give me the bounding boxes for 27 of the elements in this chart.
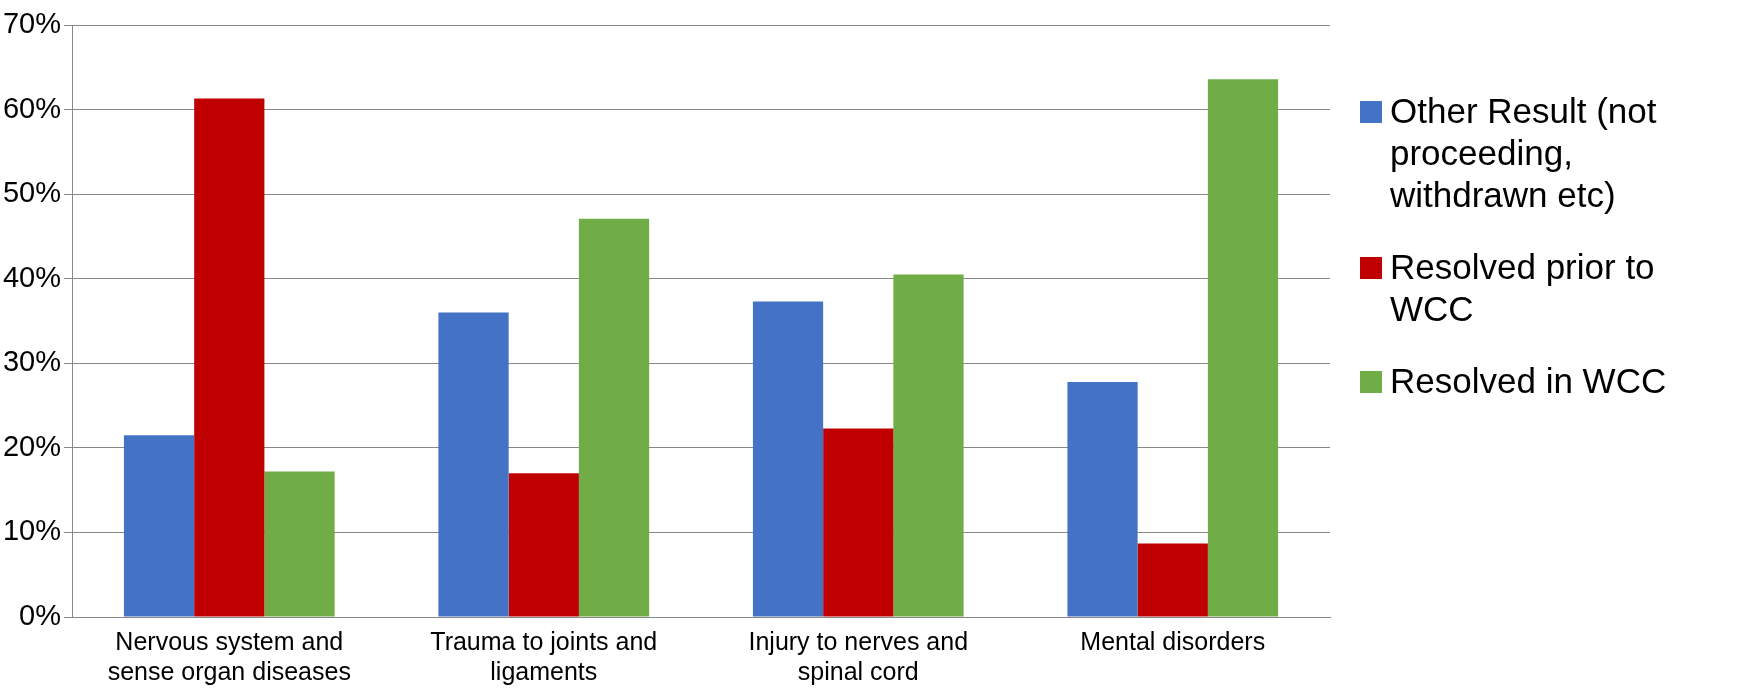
y-tick-label: 30% xyxy=(3,345,62,378)
y-tick-label: 70% xyxy=(3,7,62,39)
legend-label: Resolved prior to WCC xyxy=(1390,246,1656,330)
bar xyxy=(1137,543,1208,617)
y-tick-label: 40% xyxy=(3,260,62,293)
legend-label: Resolved in WCC xyxy=(1390,360,1667,402)
y-tick-label: 20% xyxy=(3,429,62,462)
bar xyxy=(893,274,964,617)
x-tick-label: Trauma to joints and ligaments xyxy=(430,626,658,685)
y-tick-label: 10% xyxy=(3,514,62,547)
bar xyxy=(194,98,265,617)
y-tick-label: 60% xyxy=(3,91,62,124)
y-tick-label: 0% xyxy=(19,599,62,631)
bar xyxy=(1207,79,1279,617)
legend-label: Other Result (not proceeding, withdrawn etc) xyxy=(1390,90,1658,216)
bar xyxy=(264,471,335,617)
bar xyxy=(752,301,824,617)
bar xyxy=(438,312,509,617)
bar xyxy=(578,218,650,617)
x-tick-label: Mental disorders xyxy=(1080,626,1266,655)
bar xyxy=(123,435,195,617)
x-tick-label: Nervous system and sense organ diseases xyxy=(107,626,351,685)
bar xyxy=(823,428,894,617)
x-tick-label: Injury to nerves and spinal cord xyxy=(748,626,969,685)
bar xyxy=(1067,381,1138,617)
y-tick-label: 50% xyxy=(3,176,62,209)
bar xyxy=(508,473,579,617)
